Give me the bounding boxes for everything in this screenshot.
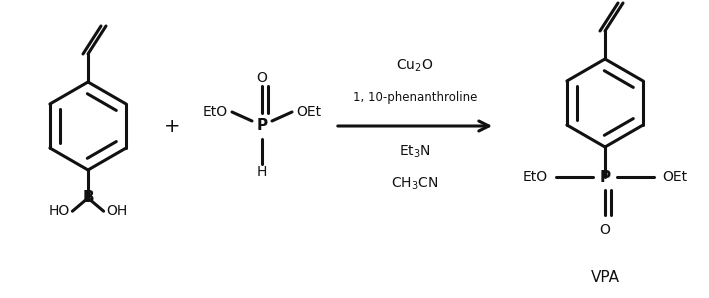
Text: CH$_3$CN: CH$_3$CN <box>391 176 439 193</box>
Text: EtO: EtO <box>523 170 548 184</box>
Text: O: O <box>600 223 610 237</box>
Text: B: B <box>82 190 94 206</box>
Text: Et$_3$N: Et$_3$N <box>399 144 431 160</box>
Text: P: P <box>599 170 610 184</box>
Text: OH: OH <box>106 204 128 218</box>
Text: +: + <box>164 117 180 136</box>
Text: P: P <box>257 119 267 134</box>
Text: OEt: OEt <box>296 105 321 119</box>
Text: Cu$_2$O: Cu$_2$O <box>396 58 434 74</box>
Text: EtO: EtO <box>203 105 228 119</box>
Text: 1, 10-phenanthroline: 1, 10-phenanthroline <box>353 91 477 104</box>
Text: H: H <box>257 165 267 179</box>
Text: HO: HO <box>48 204 69 218</box>
Text: O: O <box>257 71 267 85</box>
Text: VPA: VPA <box>591 270 620 285</box>
Text: OEt: OEt <box>662 170 687 184</box>
